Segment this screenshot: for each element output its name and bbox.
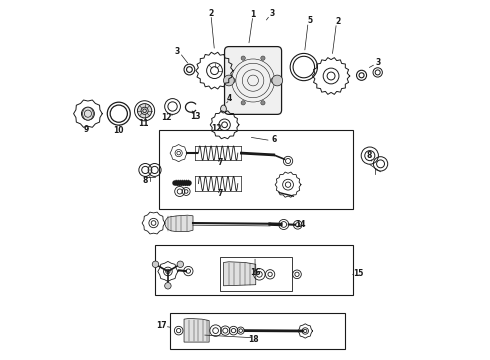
Text: 13: 13 xyxy=(191,112,201,121)
Circle shape xyxy=(272,75,283,86)
Text: 15: 15 xyxy=(353,269,364,278)
Ellipse shape xyxy=(220,105,226,113)
Text: 8: 8 xyxy=(367,151,372,160)
Text: 7: 7 xyxy=(218,158,223,167)
Text: 11: 11 xyxy=(139,119,149,128)
Polygon shape xyxy=(184,319,209,342)
Circle shape xyxy=(261,101,265,105)
Circle shape xyxy=(270,78,275,83)
Circle shape xyxy=(241,101,245,105)
Text: 16: 16 xyxy=(250,268,260,277)
Text: 3: 3 xyxy=(376,58,381,67)
Text: 6: 6 xyxy=(271,135,276,144)
Text: 7: 7 xyxy=(218,189,223,198)
Polygon shape xyxy=(165,215,193,231)
Text: 2: 2 xyxy=(335,17,340,26)
Text: 12: 12 xyxy=(211,124,221,133)
Text: 3: 3 xyxy=(270,9,274,18)
Circle shape xyxy=(223,75,234,86)
Text: 3: 3 xyxy=(174,48,179,57)
Text: 9: 9 xyxy=(84,125,89,134)
Text: 14: 14 xyxy=(295,220,306,229)
Circle shape xyxy=(165,283,171,289)
FancyBboxPatch shape xyxy=(224,46,282,114)
Text: 17: 17 xyxy=(156,321,167,330)
Text: 12: 12 xyxy=(161,113,171,122)
Text: 1: 1 xyxy=(250,10,255,19)
Text: 8: 8 xyxy=(143,176,148,185)
Circle shape xyxy=(177,261,184,267)
Polygon shape xyxy=(223,262,256,286)
Circle shape xyxy=(137,104,152,118)
Text: 18: 18 xyxy=(248,335,259,344)
Circle shape xyxy=(152,261,159,267)
Text: 4: 4 xyxy=(226,94,231,103)
Text: 5: 5 xyxy=(308,16,313,25)
Text: 10: 10 xyxy=(114,126,124,135)
Circle shape xyxy=(241,56,245,60)
Text: 2: 2 xyxy=(208,9,214,18)
Circle shape xyxy=(231,78,236,83)
Ellipse shape xyxy=(82,107,93,120)
Circle shape xyxy=(261,56,265,60)
